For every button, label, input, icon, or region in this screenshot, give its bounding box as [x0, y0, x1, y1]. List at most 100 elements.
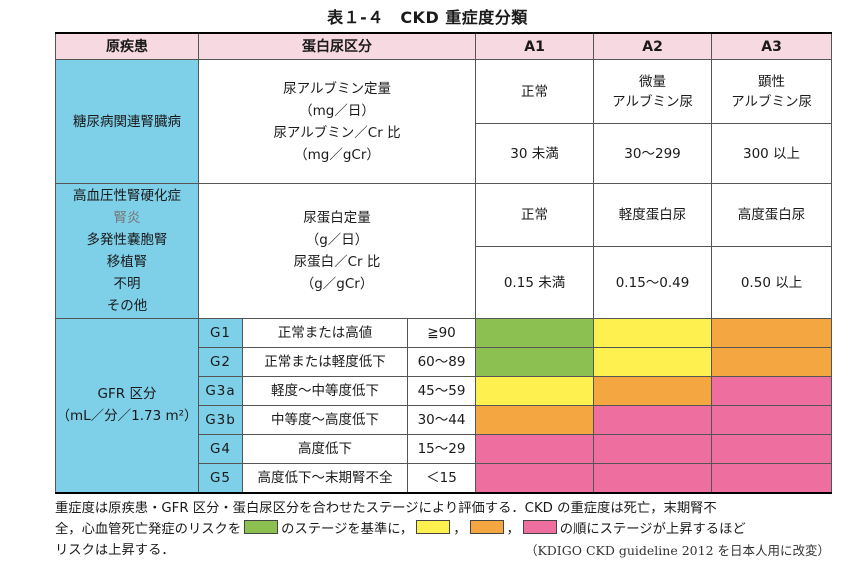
other-measure-line3: 尿蛋白／Cr 比	[293, 254, 381, 270]
footnote-line2: 全，心血管死亡発症のリスクを のステージを基準に， ， ， の順にステージが上昇するほど	[55, 519, 845, 540]
diabetes-a3-label: 顕性 アルブミン尿	[711, 59, 833, 124]
footnote-line1: 重症度は原疾患・GFR 区分・蛋白尿区分を合わせたステージにより評価する．CKD…	[55, 501, 717, 516]
footnote-line2-c: ，	[453, 522, 467, 537]
footnote-line2-d: ，	[506, 522, 520, 537]
gfr-category-label: GFR 区分 （mL／分／1.73 m²）	[55, 318, 199, 493]
other-measure-line4: （g／gCr）	[300, 276, 374, 292]
diabetes-measure-line3: 尿アルブミン／Cr 比	[273, 124, 401, 141]
diabetes-a2-label-line2: アルブミン尿	[612, 93, 693, 110]
footnote-line3: リスクは上昇する．	[55, 543, 175, 558]
gfr-desc: 正常または軽度低下	[242, 347, 408, 377]
gfr-code: G1	[198, 318, 243, 348]
green-swatch	[244, 520, 279, 534]
gfr-code: G2	[198, 347, 243, 377]
gfr-code: G3b	[198, 405, 243, 435]
risk-cell-g2-a3	[711, 347, 833, 377]
table-title: 表１-４ CKD 重症度分類	[327, 8, 528, 27]
risk-cell-g3a-a2	[593, 376, 713, 406]
gfr-desc: 正常または高値	[242, 318, 408, 348]
diabetes-a3-label-line2: アルブミン尿	[731, 93, 812, 110]
gfr-code: G4	[198, 434, 243, 464]
gfr-row-g5: G5 高度低下～末期腎不全 ＜15	[55, 463, 833, 493]
header-row: 原疾患 蛋白尿区分 A1 A2 A3	[55, 32, 833, 60]
gfr-desc: 高度低下	[242, 434, 408, 464]
other-measure: 尿蛋白定量 （g／日） 尿蛋白／Cr 比 （g／gCr）	[197, 183, 477, 319]
diabetes-row-1: 糖尿病関連腎臓病 尿アルブミン定量 （mg／日） 尿アルブミン／Cr 比 （mg…	[55, 59, 833, 184]
risk-cell-g3b-a3	[711, 405, 833, 435]
gfr-desc: 高度低下～末期腎不全	[242, 463, 408, 493]
risk-cell-g2-a1	[475, 347, 595, 377]
disease-other-2: 腎炎	[113, 210, 141, 226]
risk-cell-g3b-a1	[475, 405, 595, 435]
diabetes-a3-label-line1: 顕性	[758, 73, 786, 90]
diabetes-a2-value: 30～299	[593, 123, 713, 184]
footnote-line2-a: 全，心血管死亡発症のリスクを	[55, 522, 242, 537]
risk-cell-g1-a3	[711, 318, 833, 348]
gfr-label-line2: （mL／分／1.73 m²）	[56, 408, 198, 425]
pink-swatch	[522, 520, 557, 534]
gfr-range: 60～89	[406, 347, 477, 377]
gfr-range: 45～59	[406, 376, 477, 406]
other-row-1: 高血圧性腎硬化症 腎炎 多発性嚢胞腎 移植腎 不明 その他 尿蛋白定量 （g／日…	[55, 183, 833, 319]
disease-other-3: 多発性嚢胞腎	[86, 232, 168, 248]
yellow-swatch	[416, 520, 451, 534]
other-a3-label: 高度蛋白尿	[711, 183, 833, 247]
gfr-range: ＜15	[406, 463, 477, 493]
risk-cell-g1-a1	[475, 318, 595, 348]
diabetes-a1-value: 30 未満	[475, 123, 595, 184]
header-a2: A2	[593, 32, 713, 60]
diabetes-a1-label: 正常	[475, 59, 595, 124]
risk-cell-g3a-a3	[711, 376, 833, 406]
other-measure-line2: （g／日）	[305, 232, 369, 248]
diabetes-a3-value: 300 以上	[711, 123, 833, 184]
diabetes-measure-line4: （mg／gCr）	[294, 146, 380, 163]
risk-cell-g4-a1	[475, 434, 595, 464]
diabetes-row-2: 30 未満 30～299 300 以上	[56, 123, 833, 184]
header-proteinuria: 蛋白尿区分	[197, 32, 477, 60]
other-a3-value: 0.50 以上	[711, 246, 833, 319]
header-a1: A1	[475, 32, 595, 60]
risk-cell-g3b-a2	[593, 405, 713, 435]
risk-cell-g5-a3	[711, 463, 833, 493]
other-a2-label: 軽度蛋白尿	[593, 183, 713, 247]
gfr-row-g1: GFR 区分 （mL／分／1.73 m²） G1 正常または高値 ≧90	[55, 318, 833, 493]
disease-other-6: その他	[106, 298, 148, 314]
gfr-range: 15～29	[406, 434, 477, 464]
diabetes-a2-label-line1: 微量	[639, 73, 667, 90]
risk-cell-g4-a3	[711, 434, 833, 464]
footnote: 重症度は原疾患・GFR 区分・蛋白尿区分を合わせたステージにより評価する．CKD…	[55, 498, 845, 561]
footnote-line2-b: のステージを基準に，	[281, 522, 414, 537]
risk-cell-g5-a1	[475, 463, 595, 493]
other-row-2: 0.15 未満 0.15～0.49 0.50 以上	[56, 246, 833, 319]
disease-other-4: 移植腎	[106, 254, 148, 270]
other-a1-label: 正常	[475, 183, 595, 247]
disease-diabetes-label: 糖尿病関連腎臓病	[73, 113, 181, 130]
diabetes-measure: 尿アルブミン定量 （mg／日） 尿アルブミン／Cr 比 （mg／gCr）	[197, 59, 477, 184]
disease-other-1: 高血圧性腎硬化症	[73, 188, 181, 204]
gfr-row-g4: G4 高度低下 15～29	[56, 434, 833, 464]
footnote-line2-e: の順にステージが上昇するほど	[559, 522, 746, 537]
diabetes-measure-line2: （mg／日）	[299, 102, 375, 119]
gfr-range: ≧90	[406, 318, 477, 348]
disease-diabetes: 糖尿病関連腎臓病	[55, 59, 199, 184]
risk-cell-g2-a2	[593, 347, 713, 377]
source-citation: （KDIGO CKD guideline 2012 を日本人用に改変）	[524, 543, 830, 558]
gfr-code: G5	[198, 463, 243, 493]
header-disease: 原疾患	[55, 32, 199, 60]
other-a1-value: 0.15 未満	[475, 246, 595, 319]
risk-cell-g4-a2	[593, 434, 713, 464]
ckd-severity-table: 原疾患 蛋白尿区分 A1 A2 A3 糖尿病関連腎臓病 尿アルブミン定量 （mg…	[55, 32, 833, 494]
gfr-range: 30～44	[406, 405, 477, 435]
other-a2-value: 0.15～0.49	[593, 246, 713, 319]
gfr-desc: 軽度～中等度低下	[242, 376, 408, 406]
diabetes-measure-line1: 尿アルブミン定量	[283, 80, 391, 97]
risk-cell-g5-a2	[593, 463, 713, 493]
gfr-code: G3a	[198, 376, 243, 406]
risk-cell-g1-a2	[593, 318, 713, 348]
gfr-label-line1: GFR 区分	[97, 386, 157, 403]
disease-other: 高血圧性腎硬化症 腎炎 多発性嚢胞腎 移植腎 不明 その他	[55, 183, 199, 319]
header-a3: A3	[711, 32, 833, 60]
gfr-row-g2: G2 正常または軽度低下 60～89	[56, 347, 833, 377]
disease-other-5: 不明	[113, 276, 141, 292]
gfr-desc: 中等度～高度低下	[242, 405, 408, 435]
